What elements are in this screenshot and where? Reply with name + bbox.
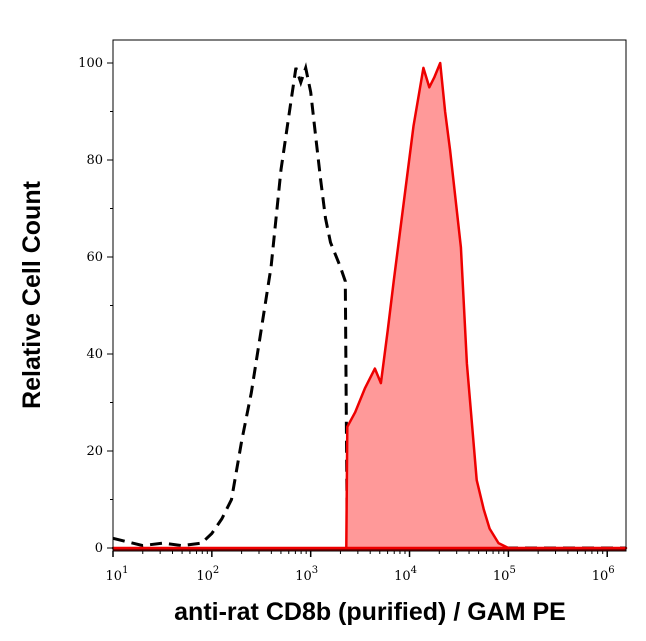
- x-tick-label: 102: [196, 565, 219, 584]
- y-tick-label: 100: [78, 56, 103, 71]
- y-tick-label: 40: [86, 347, 103, 362]
- x-axis-label: anti-rat CD8b (purified) / GAM PE: [174, 598, 566, 626]
- y-tick-label: 60: [86, 250, 103, 265]
- y-tick-label: 20: [86, 444, 103, 459]
- x-tick-label: 105: [493, 565, 516, 584]
- series-positive-fill: [111, 61, 628, 550]
- x-tick-label: 101: [106, 565, 129, 584]
- x-tick-label: 106: [592, 565, 615, 584]
- x-tick-label: 104: [394, 565, 417, 584]
- y-tick-label: 0: [95, 541, 103, 556]
- x-tick-label: 103: [295, 565, 318, 584]
- axes-layer: 0 20 40 60 80 100 101 102 103 104 105 106: [78, 56, 615, 584]
- y-tick-label: 80: [86, 153, 103, 168]
- series-layer: [111, 61, 628, 551]
- series-control-line: [112, 62, 626, 550]
- y-axis-label: Relative Cell Count: [18, 180, 46, 408]
- plot-frame: [112, 39, 627, 552]
